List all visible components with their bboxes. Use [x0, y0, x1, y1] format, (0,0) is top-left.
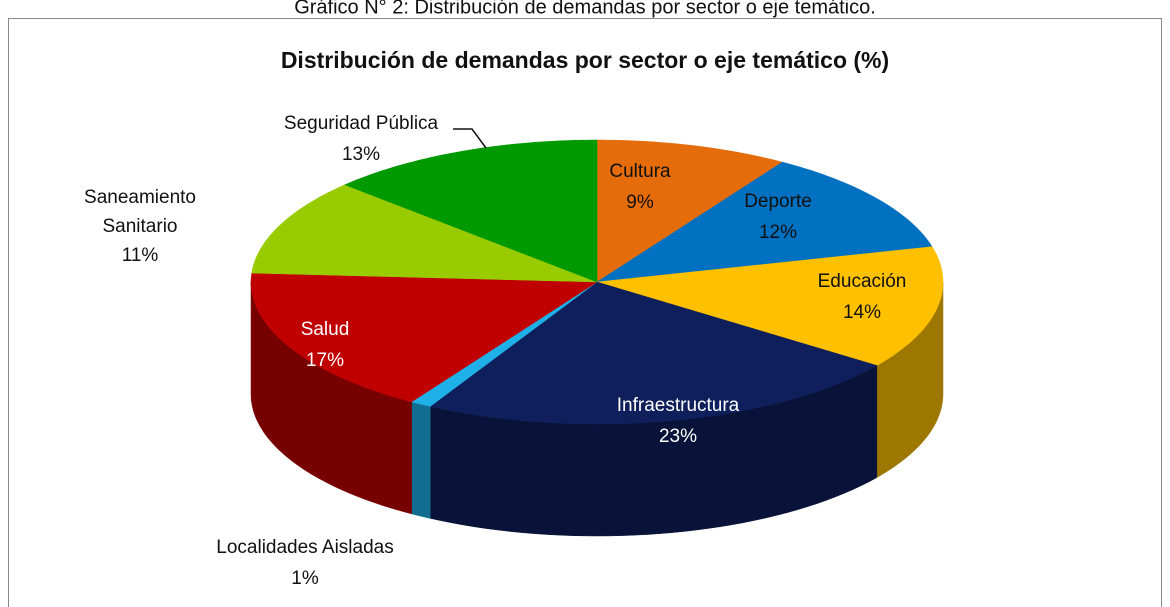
- slice-label: Cultura 9%: [609, 156, 670, 218]
- label-name: Deporte: [744, 191, 812, 212]
- label-value: 1%: [291, 568, 319, 589]
- pie-tops: [250, 139, 944, 425]
- label-value: 13%: [341, 144, 381, 165]
- slice: [596, 139, 784, 283]
- label-name: Cultura: [609, 161, 671, 182]
- caption: Gráfico N° 2: Distribución de demandas p…: [294, 0, 876, 18]
- slice-label: Localidades Aisladas 1%: [216, 532, 393, 594]
- label-name: Salud: [300, 319, 350, 340]
- label-value: 17%: [305, 350, 345, 371]
- slice-label: Deporte 12%: [744, 186, 812, 248]
- label-name: Saneamiento Sanitario: [84, 187, 196, 237]
- label-value: 14%: [842, 302, 882, 323]
- label-name: Infraestructura: [616, 395, 740, 416]
- chart-title: Distribución de demandas por sector o ej…: [281, 47, 889, 73]
- leader-line: [453, 128, 487, 149]
- slice-label: Saneamiento Sanitario 11%: [70, 183, 210, 270]
- slice-side: [411, 401, 431, 519]
- slice-label: Salud 17%: [301, 314, 350, 376]
- slice-label: Educación 14%: [818, 266, 907, 328]
- slice: [344, 139, 598, 283]
- label-name: Seguridad Pública: [283, 113, 439, 134]
- slice: [251, 184, 598, 283]
- label-value: 12%: [758, 222, 798, 243]
- slice: [429, 281, 878, 425]
- slice-label: Seguridad Pública 13%: [284, 108, 438, 170]
- label-value: 11%: [121, 245, 159, 266]
- label-name: Educación: [817, 271, 907, 292]
- slice: [596, 161, 933, 283]
- slice-label: Infraestructura 23%: [617, 390, 740, 452]
- slice: [411, 281, 598, 407]
- label-value: 23%: [658, 426, 698, 447]
- label-value: 9%: [626, 192, 654, 213]
- label-name: Localidades Aisladas: [216, 537, 394, 558]
- slice: [250, 272, 598, 403]
- slice: [596, 246, 944, 366]
